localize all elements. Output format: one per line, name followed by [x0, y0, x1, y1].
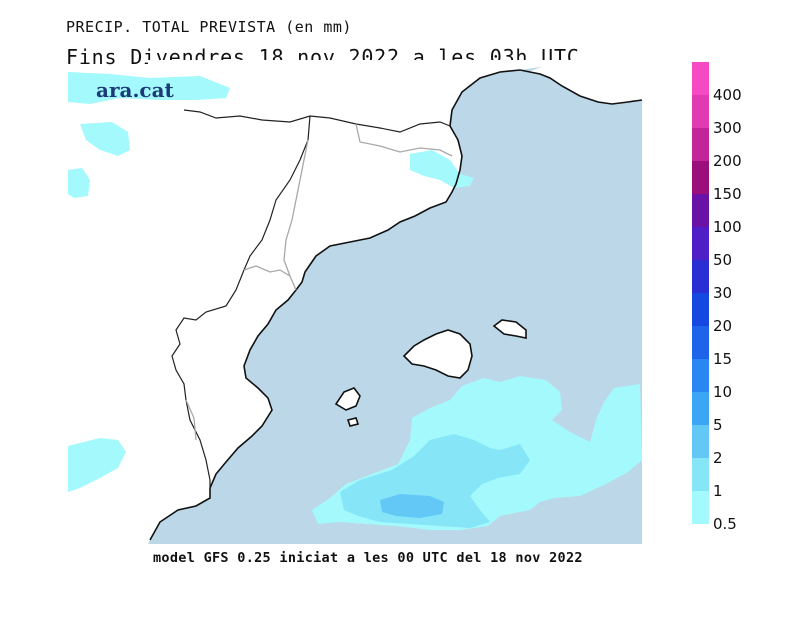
island-menorca	[492, 319, 527, 339]
coastline	[149, 69, 643, 541]
legend-swatch-400	[692, 62, 709, 95]
legend-swatch-200	[692, 128, 709, 161]
precip-w	[68, 438, 126, 492]
legend-label-30: 30	[713, 284, 733, 302]
ara-cat-logo: ara.cat	[96, 78, 174, 102]
legend-label-5: 5	[713, 416, 723, 434]
legend-swatch-15	[692, 326, 709, 359]
legend-label-0-5: 0.5	[713, 515, 737, 533]
island-eivissa	[334, 387, 361, 411]
legend-swatch-1	[692, 458, 709, 491]
island-mallorca	[402, 329, 473, 379]
legend-swatch-150	[692, 161, 709, 194]
precipitation-legend: 400 300 200 150 100 50 30 20 15 10 5 2 1 0.5	[692, 62, 742, 532]
legend-swatch-10	[692, 359, 709, 392]
legend-swatch-2	[692, 425, 709, 458]
legend-color-bar	[692, 62, 709, 524]
legend-swatch-5	[692, 392, 709, 425]
precip-nw-1	[68, 72, 230, 104]
legend-label-50: 50	[713, 251, 733, 269]
legend-label-400: 400	[713, 86, 742, 104]
region-borders	[185, 123, 453, 441]
legend-swatch-300	[692, 95, 709, 128]
model-info: model GFS 0.25 iniciat a les 00 UTC del …	[153, 550, 583, 566]
legend-label-20: 20	[713, 317, 733, 335]
country-border	[171, 109, 451, 498]
france-land	[528, 60, 642, 104]
legend-label-150: 150	[713, 185, 742, 203]
island-formentera	[346, 417, 360, 427]
legend-swatch-20	[692, 293, 709, 326]
legend-label-300: 300	[713, 119, 742, 137]
legend-label-100: 100	[713, 218, 742, 236]
precip-nw-3	[68, 168, 90, 198]
legend-swatch-100	[692, 194, 709, 227]
legend-label-200: 200	[713, 152, 742, 170]
legend-label-15: 15	[713, 350, 733, 368]
precip-south-2	[380, 494, 444, 518]
legend-label-10: 10	[713, 383, 733, 401]
legend-swatch-30	[692, 260, 709, 293]
legend-swatch-50	[692, 227, 709, 260]
land-area	[148, 60, 560, 544]
precip-nw-2	[80, 122, 130, 156]
legend-label-2: 2	[713, 449, 723, 467]
legend-swatch-0-5	[692, 491, 709, 524]
legend-label-1: 1	[713, 482, 723, 500]
map-title: PRECIP. TOTAL PREVISTA (en mm)	[66, 18, 352, 36]
balearic-islands	[334, 319, 527, 427]
